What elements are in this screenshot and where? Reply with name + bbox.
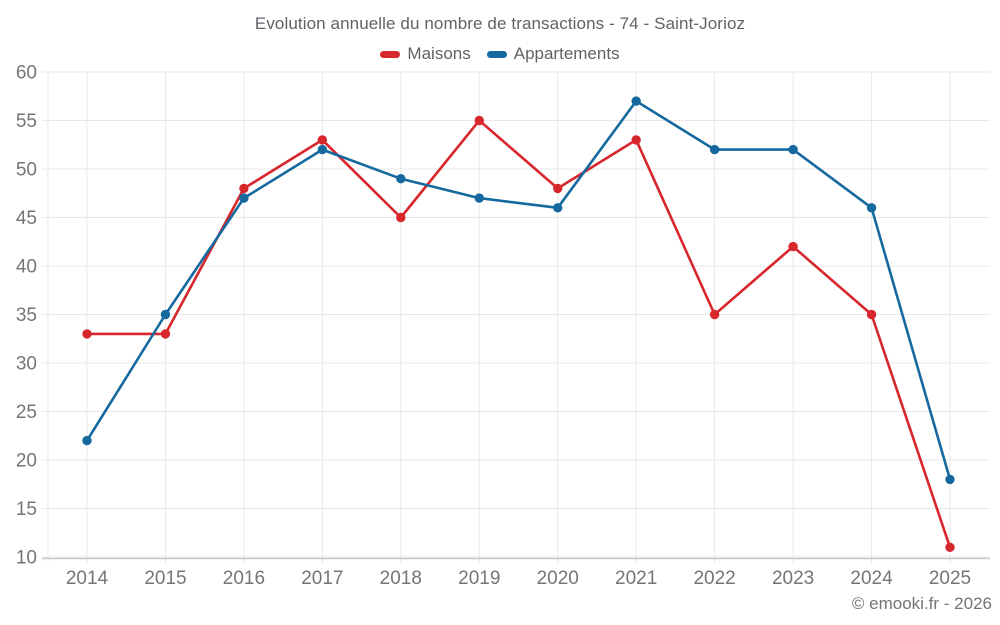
legend-swatch-appartements-icon (486, 50, 507, 58)
data-point-appartements-2014[interactable] (82, 435, 92, 446)
footer-credit: © emooki.fr - 2026 (851, 594, 992, 613)
data-point-maisons-2022[interactable] (709, 309, 720, 320)
legend-item-maisons[interactable]: Maisons (380, 44, 471, 64)
data-point-appartements-2023[interactable] (788, 144, 798, 155)
data-point-maisons-2016[interactable] (239, 183, 249, 194)
chart-title: Evolution annuelle du nombre de transact… (254, 14, 746, 33)
y-tick-label: 25 (16, 402, 37, 423)
x-tick-label: 2015 (144, 568, 186, 589)
x-tick-label: 2021 (615, 568, 657, 589)
series-line-appartements (85, 99, 952, 481)
legend-label-appartements: Appartements (513, 44, 620, 63)
y-tick-label: 30 (16, 354, 37, 375)
x-tick-label: 2014 (66, 568, 109, 589)
x-tick-label: 2018 (380, 568, 422, 589)
data-point-appartements-2017[interactable] (317, 144, 328, 155)
x-tick-label: 2016 (223, 568, 265, 589)
data-point-maisons-2023[interactable] (788, 241, 798, 252)
data-point-maisons-2021[interactable] (631, 135, 641, 145)
y-tick-label: 50 (16, 160, 37, 181)
series-line-maisons (85, 119, 952, 549)
y-tick-label: 10 (16, 548, 37, 569)
y-tick-label: 15 (16, 499, 37, 520)
x-tick-label: 2023 (772, 568, 814, 589)
x-tick-label: 2024 (850, 568, 893, 589)
data-point-maisons-2015[interactable] (160, 329, 171, 339)
legend-swatch-maisons-icon (380, 50, 401, 58)
x-tick-label: 2020 (537, 568, 579, 589)
data-point-maisons-2025[interactable] (945, 542, 955, 552)
data-point-appartements-2021[interactable] (631, 96, 641, 106)
data-point-appartements-2016[interactable] (239, 193, 249, 203)
y-tick-label: 20 (16, 451, 37, 472)
x-tick-label: 2022 (693, 568, 735, 589)
x-tick-label: 2017 (301, 568, 343, 589)
data-point-maisons-2020[interactable] (553, 183, 563, 194)
data-point-appartements-2022[interactable] (709, 144, 720, 155)
x-tick-label: 2019 (458, 568, 500, 589)
x-tick-label: 2025 (929, 568, 971, 589)
y-tick-label: 45 (16, 208, 37, 229)
data-point-maisons-2014[interactable] (82, 329, 92, 339)
data-point-maisons-2024[interactable] (866, 309, 877, 320)
y-tick-label: 35 (16, 305, 37, 326)
legend-label-maisons: Maisons (407, 44, 471, 63)
data-point-maisons-2019[interactable] (474, 115, 484, 126)
data-point-maisons-2018[interactable] (396, 212, 406, 223)
data-point-appartements-2020[interactable] (553, 203, 563, 213)
data-point-appartements-2019[interactable] (474, 193, 484, 203)
data-point-maisons-2017[interactable] (317, 135, 328, 145)
data-point-appartements-2025[interactable] (945, 474, 955, 485)
data-point-appartements-2018[interactable] (396, 174, 406, 184)
legend-item-appartements[interactable]: Appartements (486, 44, 620, 64)
y-tick-label: 55 (16, 111, 37, 132)
y-tick-label: 40 (16, 257, 37, 278)
data-point-appartements-2024[interactable] (866, 203, 877, 213)
y-tick-label: 60 (16, 63, 37, 84)
chart-legend: Maisons Appartements (0, 44, 1000, 64)
data-point-appartements-2015[interactable] (160, 309, 171, 320)
